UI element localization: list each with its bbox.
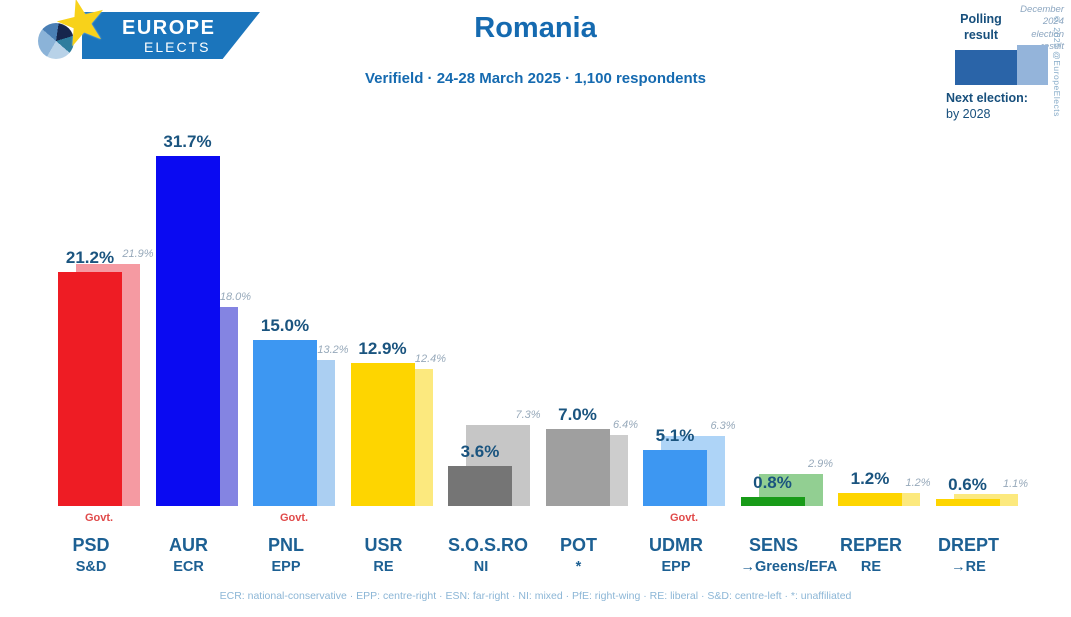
election-value-label: 6.4%	[612, 419, 639, 432]
govt-badge	[351, 506, 433, 532]
polling-bar	[935, 499, 1000, 506]
polling-value-label: 3.6%	[460, 442, 500, 462]
party-label-block: DREPT →RE	[936, 506, 1034, 575]
legend-election-swatch	[1017, 45, 1048, 85]
party-name-label: PSD	[72, 535, 110, 555]
party-group-label: EPP	[661, 559, 691, 575]
chart-column: 15.0% 13.2% Govt. PNL EPP	[253, 154, 351, 575]
logo-text-elects: ELECTS	[144, 39, 211, 55]
party-group-label: RE	[373, 559, 394, 575]
govt-badge: Govt.	[669, 512, 699, 524]
polling-value-label: 12.9%	[358, 339, 407, 359]
polling-bar	[58, 271, 122, 506]
govt-badge	[156, 506, 238, 532]
pie-chart-icon	[38, 23, 74, 59]
polling-value-label: 7.0%	[558, 404, 597, 424]
party-label-block: SENS →Greens/EFA	[741, 506, 839, 575]
party-group-label: →Greens/EFA	[740, 559, 838, 575]
party-group-label: ECR	[173, 559, 204, 575]
copyright-note: © 2025 @EuropeElects	[1052, 14, 1062, 117]
chart-column: 0.8% 2.9% SENS →Greens/EFA	[740, 154, 839, 575]
next-election-value: by 2028	[946, 107, 991, 121]
polling-bar	[545, 428, 610, 506]
party-name-label: USR	[364, 535, 403, 555]
polling-bar	[448, 466, 512, 506]
legend-election-label: December 2024 election result	[1020, 4, 1064, 53]
govt-badge	[741, 506, 823, 532]
legend-polling-swatch	[955, 50, 1017, 85]
polling-value-label: 1.2%	[850, 468, 890, 488]
party-group-label: RE	[860, 559, 882, 575]
party-label-block: S.O.S.RO NI	[448, 506, 546, 575]
election-value-label: 1.2%	[905, 476, 931, 489]
polling-bar	[253, 340, 317, 506]
page-title: Romania	[474, 12, 597, 44]
govt-badge: Govt.	[279, 512, 309, 524]
govt-badge	[546, 506, 628, 532]
party-name-label: DREPT	[937, 535, 999, 555]
election-value-label: 6.3%	[710, 420, 736, 433]
polling-bar	[838, 492, 902, 506]
govt-badge	[936, 506, 1018, 532]
chart-column: 21.2% 21.9% Govt. PSD S&D	[58, 154, 156, 575]
chart-column: 0.6% 1.1% DREPT →RE	[935, 154, 1034, 575]
party-label-block: USR RE	[351, 506, 449, 575]
govt-badge	[838, 506, 920, 532]
chart-column: 5.1% 6.3% Govt. UDMR EPP	[643, 154, 741, 575]
polling-value-label: 31.7%	[163, 131, 212, 151]
election-value-label: 2.9%	[807, 457, 834, 470]
party-name-label: POT	[559, 535, 597, 555]
next-election-label: Next election:	[946, 91, 1028, 105]
party-name-label: PNL	[268, 535, 304, 555]
logo-banner: EUROPE ELECTS	[82, 12, 260, 59]
election-value-label: 7.3%	[515, 409, 541, 422]
party-label-block: AUR ECR	[156, 506, 254, 575]
chart-column: 3.6% 7.3% S.O.S.RO NI	[448, 154, 546, 575]
legend-polling-label: Polling result	[960, 12, 1002, 42]
chart-column: 31.7% 18.0% AUR ECR	[155, 132, 254, 575]
chart-column: 12.9% 12.4% USR RE	[350, 154, 449, 575]
party-group-label: NI	[473, 559, 489, 575]
chart-legend: Polling result December 2024 election re…	[940, 0, 1071, 140]
polling-bar	[350, 363, 415, 506]
chart-column: 1.2% 1.2% REPER RE	[838, 154, 936, 575]
polling-value-label: 0.8%	[753, 473, 792, 493]
election-value-label: 21.9%	[122, 248, 154, 261]
election-value-label: 1.1%	[1002, 477, 1029, 490]
party-name-label: S.O.S.RO	[448, 535, 529, 555]
party-name-label: REPER	[839, 535, 902, 555]
polling-bar	[740, 497, 805, 506]
polling-value-label: 0.6%	[948, 475, 987, 495]
govt-badge	[448, 506, 530, 532]
polling-value-label: 5.1%	[655, 425, 695, 445]
chart-column: 7.0% 6.4% POT *	[545, 154, 644, 575]
election-value-label: 12.4%	[414, 352, 447, 365]
page-subtitle: Verifield · 24-28 March 2025 · 1,100 res…	[365, 70, 706, 87]
footer-note: ECR: national-conservative · EPP: centre…	[219, 590, 852, 602]
party-label-block: Govt. PNL EPP	[253, 506, 351, 575]
party-name-label: UDMR	[649, 535, 703, 555]
europe-elects-logo: EUROPE ELECTS ★	[22, 0, 260, 64]
party-group-label: *	[575, 559, 582, 575]
party-name-label: SENS	[748, 535, 799, 555]
party-group-label: EPP	[271, 559, 301, 575]
bar-chart: 21.2% 21.9% Govt. PSD S&D 31.7% 18.0% AUR ECR 15.…	[58, 132, 1034, 575]
party-label-block: Govt. UDMR EPP	[643, 506, 741, 575]
polling-value-label: 15.0%	[260, 316, 310, 336]
polling-bar	[155, 155, 220, 506]
party-label-block: REPER RE	[838, 506, 936, 575]
logo-text-europe: EUROPE	[122, 17, 216, 39]
govt-badge: Govt.	[84, 512, 114, 524]
polling-value-label: 21.2%	[65, 247, 115, 267]
election-value-label: 13.2%	[317, 344, 349, 357]
party-label-block: Govt. PSD S&D	[58, 506, 156, 575]
party-label-block: POT *	[546, 506, 644, 575]
election-value-label: 18.0%	[219, 291, 252, 304]
polling-bar	[643, 449, 707, 506]
party-group-label: S&D	[75, 559, 107, 575]
party-group-label: →RE	[951, 559, 986, 575]
party-name-label: AUR	[169, 535, 208, 555]
